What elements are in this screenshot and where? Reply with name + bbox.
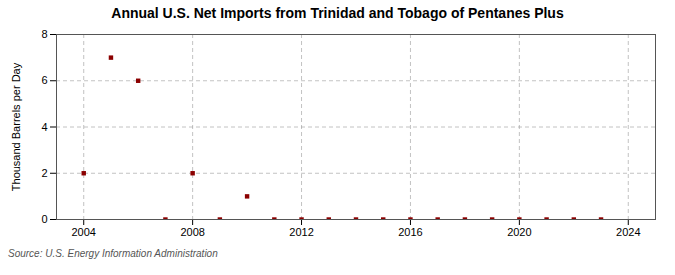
svg-text:8: 8 xyxy=(41,28,47,40)
svg-text:Thousand Barrels per Day: Thousand Barrels per Day xyxy=(10,62,22,191)
svg-text:2008: 2008 xyxy=(180,226,204,238)
svg-text:2020: 2020 xyxy=(507,226,531,238)
html-text:Source: U.S. Energy Informatio: Source: U.S. Energy Information Administ… xyxy=(8,248,218,259)
svg-text:2004: 2004 xyxy=(71,226,95,238)
svg-text:2: 2 xyxy=(41,167,47,179)
svg-text:2016: 2016 xyxy=(398,226,422,238)
svg-text:6: 6 xyxy=(41,74,47,86)
svg-text:0: 0 xyxy=(41,213,47,225)
svg-text:4: 4 xyxy=(41,121,47,133)
svg-text:2012: 2012 xyxy=(289,226,313,238)
html-text:Annual U.S. Net Imports from T: Annual U.S. Net Imports from Trinidad an… xyxy=(111,5,564,21)
svg-text:2024: 2024 xyxy=(616,226,640,238)
